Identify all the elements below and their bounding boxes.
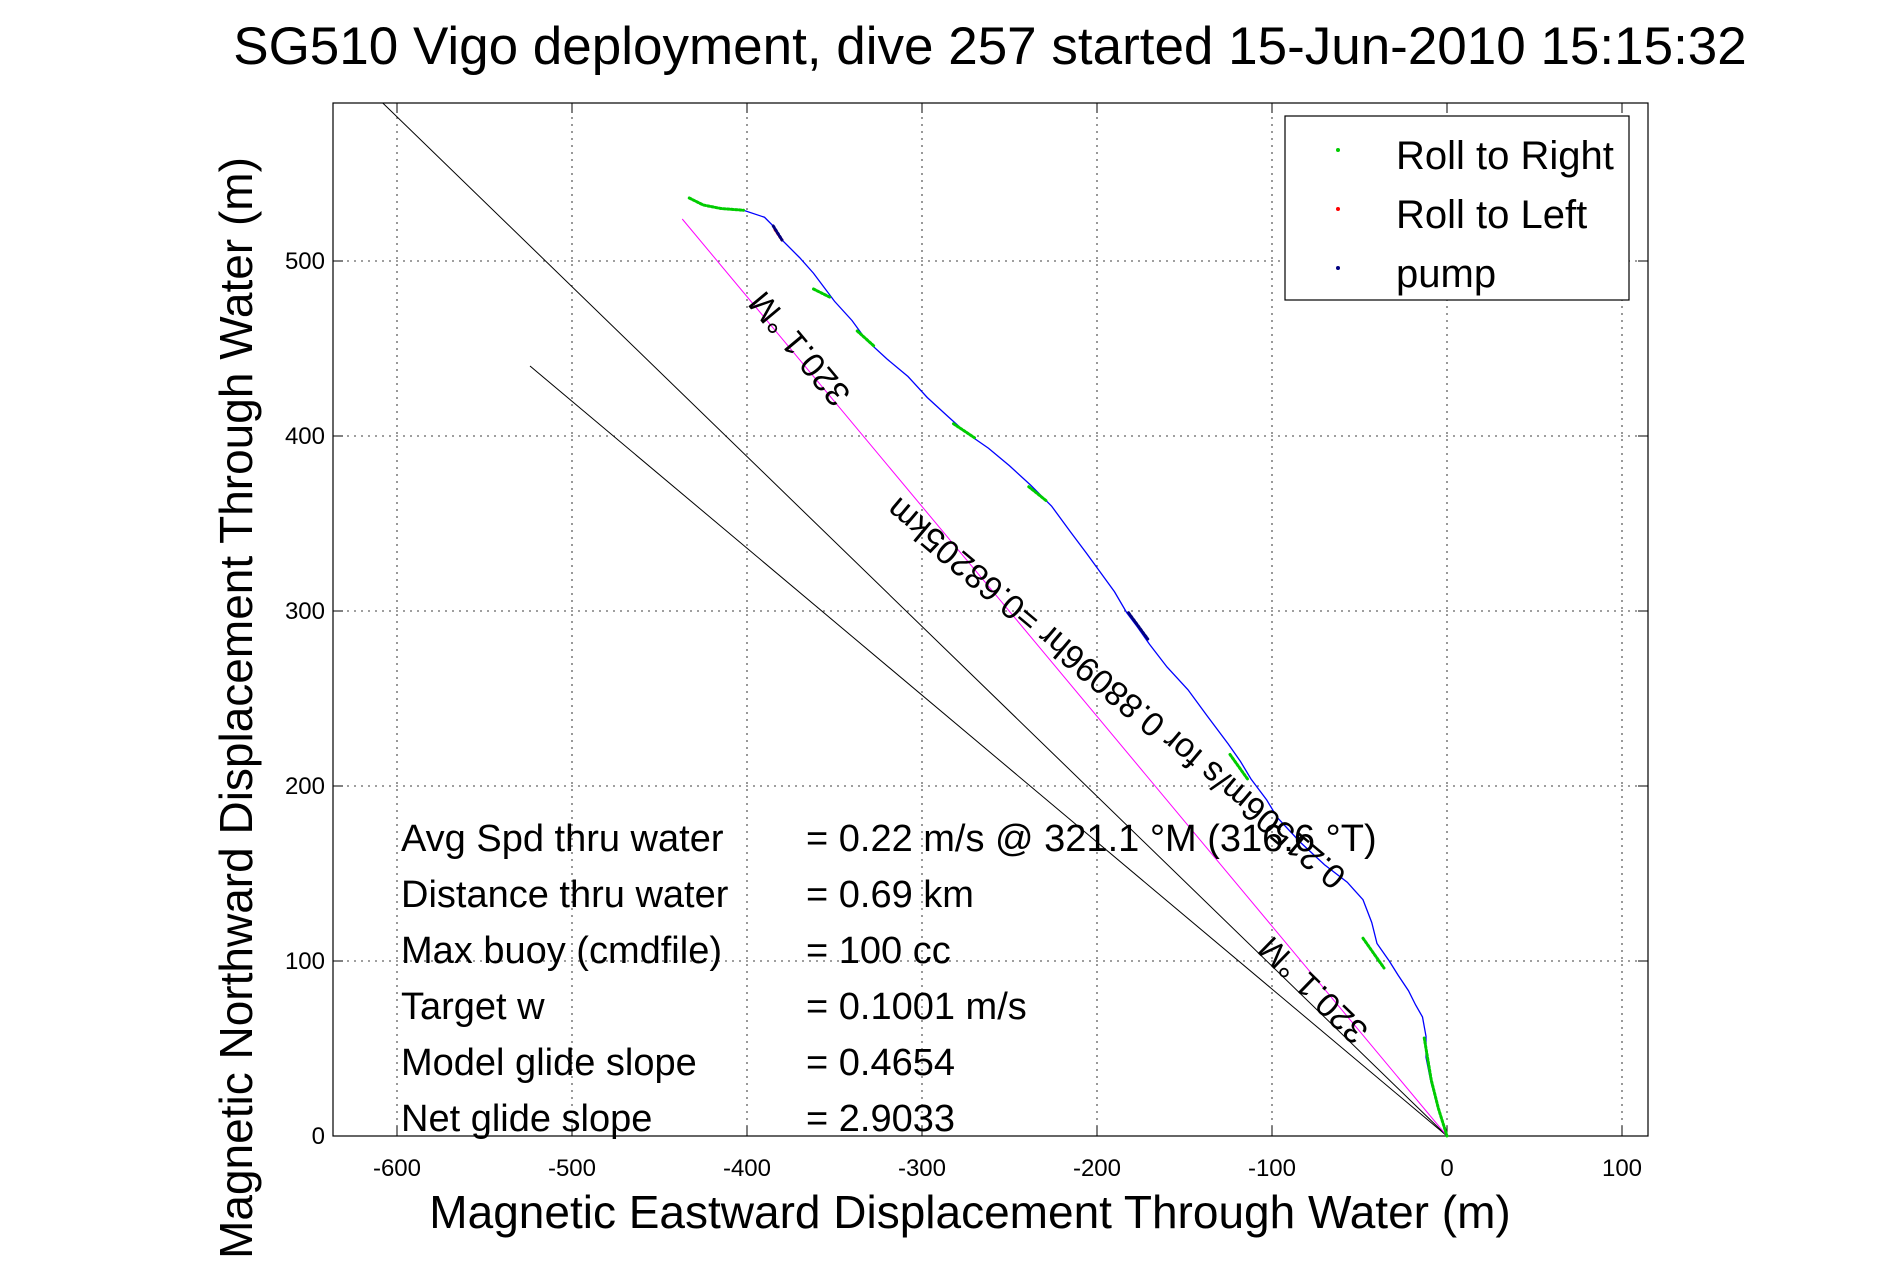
x-tick-label: -400	[723, 1155, 771, 1182]
annotation-name: Model glide slope	[401, 1042, 697, 1084]
annotation-value: = 0.69 km	[806, 874, 974, 916]
x-tick-label: 0	[1440, 1155, 1453, 1182]
series-segment-roll-to-right	[952, 422, 976, 440]
x-tick-label: -500	[548, 1155, 596, 1182]
annotation-value: = 0.1001 m/s	[806, 986, 1027, 1028]
legend-marker-pump	[1336, 266, 1340, 270]
annotation-name: Net glide slope	[401, 1098, 652, 1140]
x-axis-label: Magnetic Eastward Displacement Through W…	[429, 1186, 1510, 1238]
y-axis: 0 100 200 300 400 500	[285, 248, 1648, 1150]
reference-line	[529, 365, 1448, 1136]
annotation-value: = 100 cc	[806, 930, 951, 972]
series-segment-roll-to-right	[812, 287, 833, 300]
reference-lines	[382, 103, 1448, 1136]
y-tick-label: 0	[312, 1123, 325, 1150]
legend-label-roll-left: Roll to Left	[1396, 193, 1587, 237]
chart-title: SG510 Vigo deployment, dive 257 started …	[233, 17, 1747, 76]
annotation-name: Avg Spd thru water	[401, 818, 724, 860]
x-tick-label: -200	[1073, 1155, 1121, 1182]
series-segment-roll-to-right	[1361, 936, 1386, 970]
annotation-name: Distance thru water	[401, 874, 729, 916]
series-segment-roll-to-right	[687, 196, 745, 212]
y-axis-label: Magnetic Northward Displacement Through …	[210, 157, 262, 1259]
legend-box	[1284, 115, 1630, 301]
legend-marker-roll-right	[1336, 148, 1340, 152]
y-tick-label: 100	[285, 948, 325, 975]
series-segment-roll-to-right	[855, 329, 877, 349]
y-tick-label: 500	[285, 248, 325, 275]
x-axis: -600 -500 -400 -300 -200 -100 0 100	[373, 103, 1642, 1182]
series-segment-pump	[771, 224, 784, 242]
series-group	[687, 196, 1449, 1138]
y-tick-label: 300	[285, 598, 325, 625]
series-line-track	[688, 197, 1448, 1137]
series-segment-pump	[1127, 611, 1150, 641]
x-tick-label: -300	[898, 1155, 946, 1182]
series-segment-roll-to-right	[1228, 753, 1249, 781]
annotation-value: = 0.4654	[806, 1042, 955, 1084]
x-tick-label: -100	[1248, 1155, 1296, 1182]
x-tick-label: -600	[373, 1155, 421, 1182]
series-segment-roll-to-right	[1422, 1036, 1449, 1138]
annotation-name: Target w	[401, 986, 545, 1028]
annotation-name: Max buoy (cmdfile)	[401, 930, 722, 972]
x-tick-label: 100	[1602, 1155, 1642, 1182]
reference-line	[382, 103, 1448, 1136]
y-tick-label: 400	[285, 423, 325, 450]
annotation-value: = 2.9033	[806, 1098, 955, 1140]
legend-label-pump: pump	[1396, 252, 1496, 296]
reference-line	[681, 218, 1448, 1136]
annotation-value: = 0.22 m/s @ 321.1 °M (316.6 °T)	[806, 818, 1377, 860]
legend: Roll to Right Roll to Left pump	[1284, 115, 1630, 301]
summary-annotations: Avg Spd thru water = 0.22 m/s @ 321.1 °M …	[401, 818, 1377, 1140]
series-segment-roll-to-right	[1027, 485, 1048, 503]
legend-marker-roll-left	[1336, 207, 1340, 211]
y-tick-label: 200	[285, 773, 325, 800]
legend-label-roll-right: Roll to Right	[1396, 134, 1614, 178]
